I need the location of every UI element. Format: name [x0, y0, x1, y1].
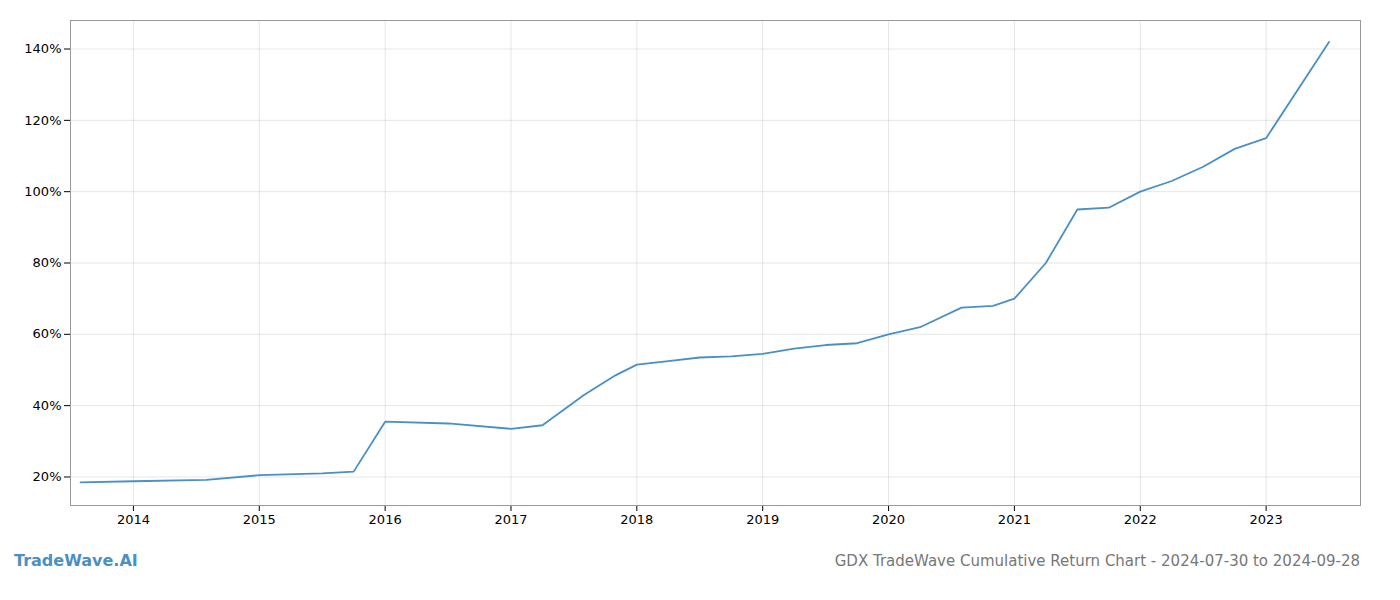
- svg-text:2023: 2023: [1250, 512, 1283, 527]
- svg-text:80%: 80%: [33, 255, 62, 270]
- svg-text:120%: 120%: [24, 113, 61, 128]
- svg-text:2015: 2015: [243, 512, 276, 527]
- svg-text:2021: 2021: [998, 512, 1031, 527]
- svg-text:60%: 60%: [33, 326, 62, 341]
- html-text:TradeWave.AI: TradeWave.AI: [14, 551, 138, 570]
- svg-text:140%: 140%: [24, 41, 61, 56]
- svg-text:2016: 2016: [369, 512, 402, 527]
- svg-text:2018: 2018: [620, 512, 653, 527]
- svg-text:40%: 40%: [33, 398, 62, 413]
- svg-text:100%: 100%: [24, 184, 61, 199]
- svg-text:2019: 2019: [746, 512, 779, 527]
- svg-text:2014: 2014: [117, 512, 150, 527]
- svg-text:2022: 2022: [1124, 512, 1157, 527]
- svg-text:20%: 20%: [33, 469, 62, 484]
- svg-text:2017: 2017: [494, 512, 527, 527]
- html-text:GDX TradeWave Cumulative Retur: GDX TradeWave Cumulative Return Chart - …: [834, 552, 1360, 570]
- svg-text:2020: 2020: [872, 512, 905, 527]
